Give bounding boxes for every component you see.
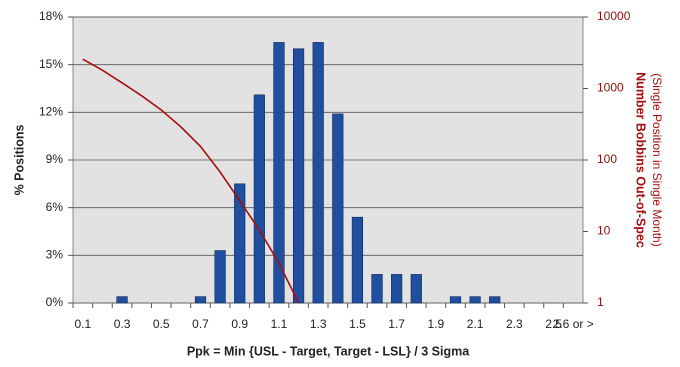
y-axis-title: % Positions [12,125,26,196]
y2-tick-label: 1 [597,295,604,309]
x-tick-label: 1.5 [349,317,366,331]
x-tick-label: 1.3 [310,317,327,331]
x-tick-label: 2.6 or > [553,317,594,331]
bar [234,183,246,304]
y-tick-label: 0% [46,295,64,309]
y-tick-label: 15% [39,57,63,71]
x-tick-label: 1.7 [388,317,405,331]
bar [312,42,324,304]
x-tick-label: 0.9 [231,317,248,331]
bar [253,94,265,304]
bar [351,216,364,304]
bar [273,42,285,304]
bar [391,274,403,304]
bar [410,274,422,304]
y-tick-label: 9% [46,152,64,166]
x-tick-label: 0.3 [114,317,131,331]
bar [214,250,226,304]
x-tick-label: 0.7 [192,317,209,331]
y-tick-label: 18% [39,9,63,23]
x-tick-label: 1.9 [428,317,445,331]
x-tick-label: 2.5 [545,317,562,331]
x-tick-label: 1.1 [271,317,288,331]
bar [332,113,344,304]
y-tick-label: 6% [46,200,64,214]
line [82,58,300,304]
bar [292,48,305,304]
x-tick-label: 2.3 [506,317,523,331]
x-tick-label: 0.1 [74,317,91,331]
bar [116,296,128,304]
y2-tick-label: 100 [597,152,617,166]
bar [489,296,501,304]
bar [371,274,383,304]
bar [194,296,207,304]
y-tick-label: 3% [46,248,64,262]
y-tick-label: 12% [39,105,63,119]
x-axis-title: Ppk = Min {USL - Target, Target - LSL} /… [187,344,470,358]
y2-tick-label: 1000 [597,81,624,95]
x-tick-label: 0.5 [153,317,170,331]
y2-tick-label: 10000 [597,9,631,23]
y2-axis-title: Number Bobbins Out-of-Spec [634,72,648,248]
x-tick-label: 2.1 [467,317,484,331]
y2-tick-label: 10 [597,224,611,238]
bar [469,296,481,304]
bar [449,296,462,304]
y2-axis-subtitle: (Single Position in Single Month) [650,73,664,246]
